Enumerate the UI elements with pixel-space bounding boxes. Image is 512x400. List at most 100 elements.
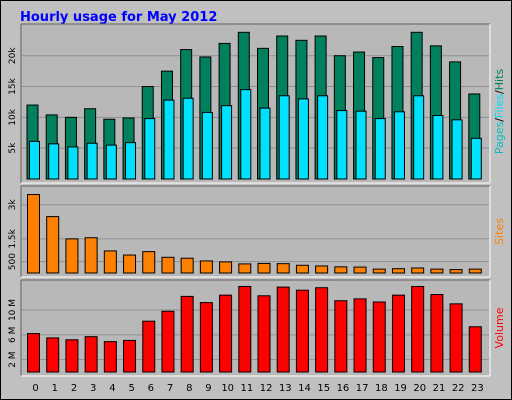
sites-ytick-label: 3k	[8, 199, 18, 211]
volume-legend: Volume	[493, 307, 506, 348]
hour-label: 17	[356, 383, 369, 394]
volume-ytick-label: 2 M	[8, 351, 18, 367]
hour-label: 1	[52, 383, 58, 394]
files-bar	[48, 143, 60, 180]
sites-bar	[142, 251, 156, 274]
files-bar	[432, 115, 444, 180]
legend-part: /	[493, 118, 506, 122]
sites-bar	[238, 263, 252, 274]
volume-bar	[142, 320, 156, 373]
sites-bar	[334, 266, 348, 274]
files-bar	[297, 98, 309, 180]
sites-bar	[84, 237, 98, 274]
hour-label: 6	[148, 383, 154, 394]
hour-label: 3	[90, 383, 96, 394]
files-bar	[259, 107, 271, 180]
files-bar	[67, 146, 79, 180]
files-bar	[182, 97, 194, 180]
volume-bar	[123, 339, 137, 373]
hour-label: 22	[452, 383, 465, 394]
hour-label: 0	[32, 383, 38, 394]
volume-bar	[430, 294, 444, 373]
sites-bar	[449, 269, 463, 274]
files-bar	[240, 89, 252, 180]
hour-label: 19	[394, 383, 407, 394]
hour-label: 15	[317, 383, 330, 394]
hour-label: 21	[433, 383, 446, 394]
files-bar	[86, 142, 98, 180]
volume-bar	[257, 295, 271, 373]
files-bar	[278, 95, 290, 180]
volume-bar	[353, 298, 367, 373]
hits-files-pages-ytick-label: 15k	[8, 77, 18, 94]
sites-bar	[257, 262, 271, 274]
sites-bar	[430, 268, 444, 274]
files-bar	[413, 95, 425, 180]
files-bar	[336, 110, 348, 180]
legend-part: Files	[493, 94, 506, 118]
volume-bar	[295, 289, 309, 373]
hits-files-pages-ytick-label: 20k	[8, 47, 18, 64]
volume-bar	[199, 302, 213, 373]
sites-bar	[468, 268, 482, 274]
files-bar	[163, 99, 175, 180]
volume-bar	[65, 339, 79, 373]
sites-bar	[411, 267, 425, 274]
files-bar	[105, 144, 117, 180]
sites-bar	[180, 257, 194, 274]
sites-bar	[161, 256, 175, 274]
hour-label: 23	[471, 383, 484, 394]
volume-bar	[411, 285, 425, 373]
volume-bar	[219, 294, 233, 373]
chart-title: Hourly usage for May 2012	[20, 10, 217, 25]
sites-bar	[372, 268, 386, 274]
volume-bar	[468, 326, 482, 373]
volume-bar	[27, 333, 40, 373]
volume-bar	[46, 337, 60, 373]
legend-part: /	[493, 90, 506, 94]
sites-bar	[199, 260, 213, 274]
files-bar	[317, 95, 329, 180]
sites-ytick-label: 500	[8, 253, 18, 270]
sites-bar	[123, 254, 137, 274]
volume-bar	[161, 310, 175, 373]
legend-part: Hits	[493, 69, 506, 91]
volume-bar	[180, 295, 194, 373]
sites-bar	[27, 194, 40, 274]
sites-bar	[295, 264, 309, 274]
files-bar	[470, 137, 482, 180]
volume-ytick-label: 6 M	[8, 327, 18, 343]
hour-label: 16	[337, 383, 350, 394]
hits-files-pages-ytick-label: 10k	[8, 108, 18, 125]
hour-label: 9	[205, 383, 211, 394]
files-bar	[201, 111, 213, 180]
hour-label: 4	[109, 383, 115, 394]
volume-bar	[334, 300, 348, 373]
files-bar	[221, 105, 233, 180]
volume-bar	[391, 294, 405, 373]
hour-label: 18	[375, 383, 388, 394]
volume-bar	[238, 285, 252, 373]
sites-bar	[65, 238, 79, 274]
volume-bar	[315, 287, 329, 373]
sites-bar	[276, 263, 290, 274]
hits-files-pages-ytick-label: 5k	[8, 142, 18, 154]
sites-legend: Sites	[493, 218, 506, 245]
hour-label: 12	[260, 383, 273, 394]
files-bar	[125, 142, 137, 180]
hour-label: 7	[167, 383, 173, 394]
legend-part: Pages	[493, 122, 506, 155]
sites-bar	[219, 261, 233, 274]
hour-label: 2	[71, 383, 77, 394]
volume-bar	[103, 341, 117, 373]
sites-bar	[315, 265, 329, 274]
hour-label: 11	[241, 383, 254, 394]
files-bar	[144, 118, 156, 180]
files-bar	[374, 118, 386, 180]
sites-bar	[103, 250, 117, 274]
files-bar	[393, 111, 405, 180]
volume-bar	[276, 286, 290, 373]
